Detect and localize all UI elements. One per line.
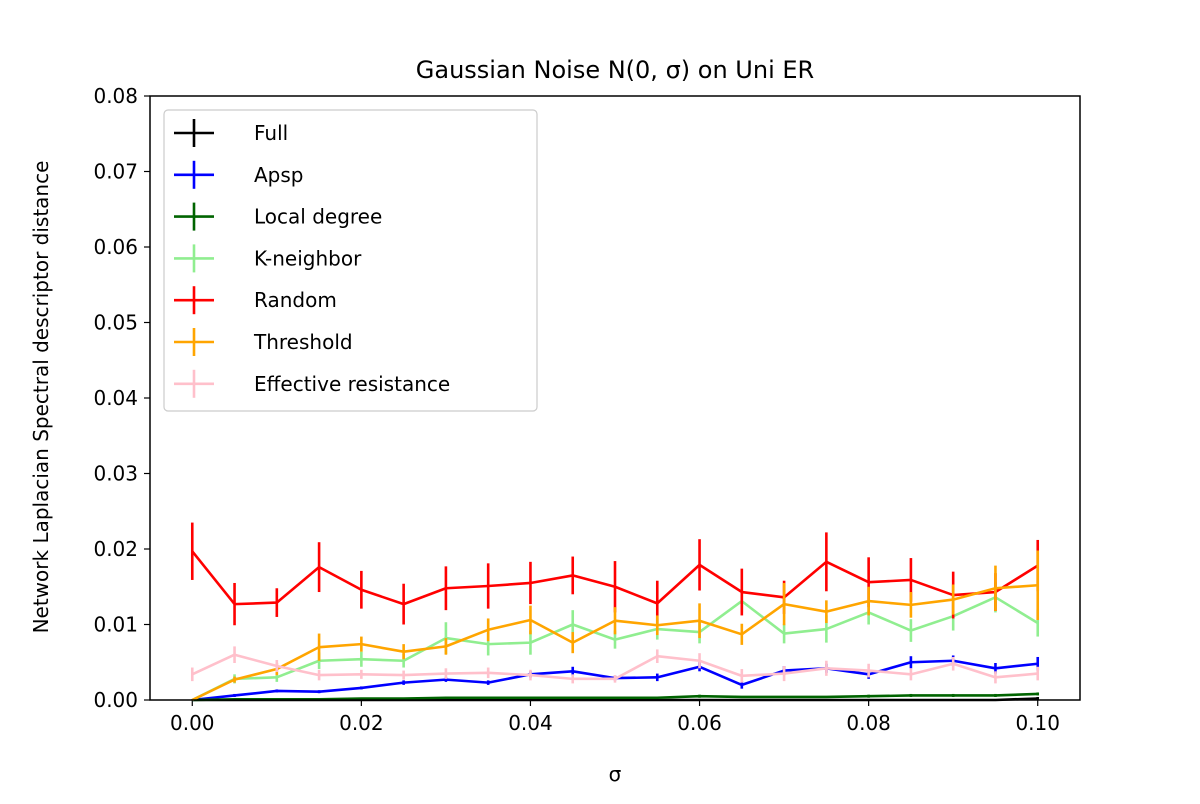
legend-box (163, 109, 538, 412)
x-tick-label: 0.08 (846, 711, 891, 735)
legend-item: Local degree (174, 202, 382, 231)
legend-label: Random (254, 288, 337, 312)
legend-label: K-neighbor (254, 246, 362, 270)
y-tick-label: 0.01 (93, 613, 138, 637)
legend-item: Threshold (174, 328, 353, 356)
legend: Full Apsp Local degree K-neighbor Random Thre… (163, 109, 538, 412)
legend-label: Local degree (254, 205, 382, 229)
series-threshold (190, 550, 1040, 702)
x-tick-label: 0.10 (1015, 711, 1060, 735)
x-tick-label: 0.02 (339, 711, 384, 735)
y-tick-label: 0.03 (93, 462, 138, 486)
y-tick-label: 0.04 (93, 386, 138, 410)
legend-label: Effective resistance (254, 372, 450, 396)
legend-item: Apsp (174, 160, 304, 189)
legend-item: Effective resistance (174, 369, 450, 398)
legend-label: Apsp (254, 163, 304, 187)
x-tick-label: 0.06 (677, 711, 722, 735)
legend-label: Threshold (253, 330, 353, 354)
y-tick-label: 0.07 (93, 160, 138, 184)
y-tick-label: 0.02 (93, 537, 138, 561)
series-group (190, 522, 1040, 702)
legend-item: K-neighbor (174, 244, 362, 273)
chart-title: Gaussian Noise N(0, σ) on Uni ER (416, 56, 814, 84)
series-local-degree (192, 692, 1040, 702)
legend-item: Random (174, 286, 337, 315)
legend-label: Full (254, 121, 288, 145)
y-axis-label: Network Laplacian Spectral descriptor di… (29, 161, 53, 634)
y-tick-label: 0.08 (93, 84, 138, 108)
y-tick-label: 0.00 (93, 688, 138, 712)
series-effective-resistance (190, 646, 1040, 684)
x-axis-label: σ (609, 762, 622, 786)
y-tick-label: 0.06 (93, 235, 138, 259)
axis-ticks: 0.00 0.02 0.04 0.06 0.08 0.10 0.00 0.01 0.02 0.03… (93, 84, 1060, 735)
plot-frame (149, 95, 1081, 701)
x-tick-label: 0.04 (508, 711, 553, 735)
legend-item: Full (174, 119, 288, 147)
x-tick-label: 0.00 (170, 711, 215, 735)
y-tick-label: 0.05 (93, 311, 138, 335)
